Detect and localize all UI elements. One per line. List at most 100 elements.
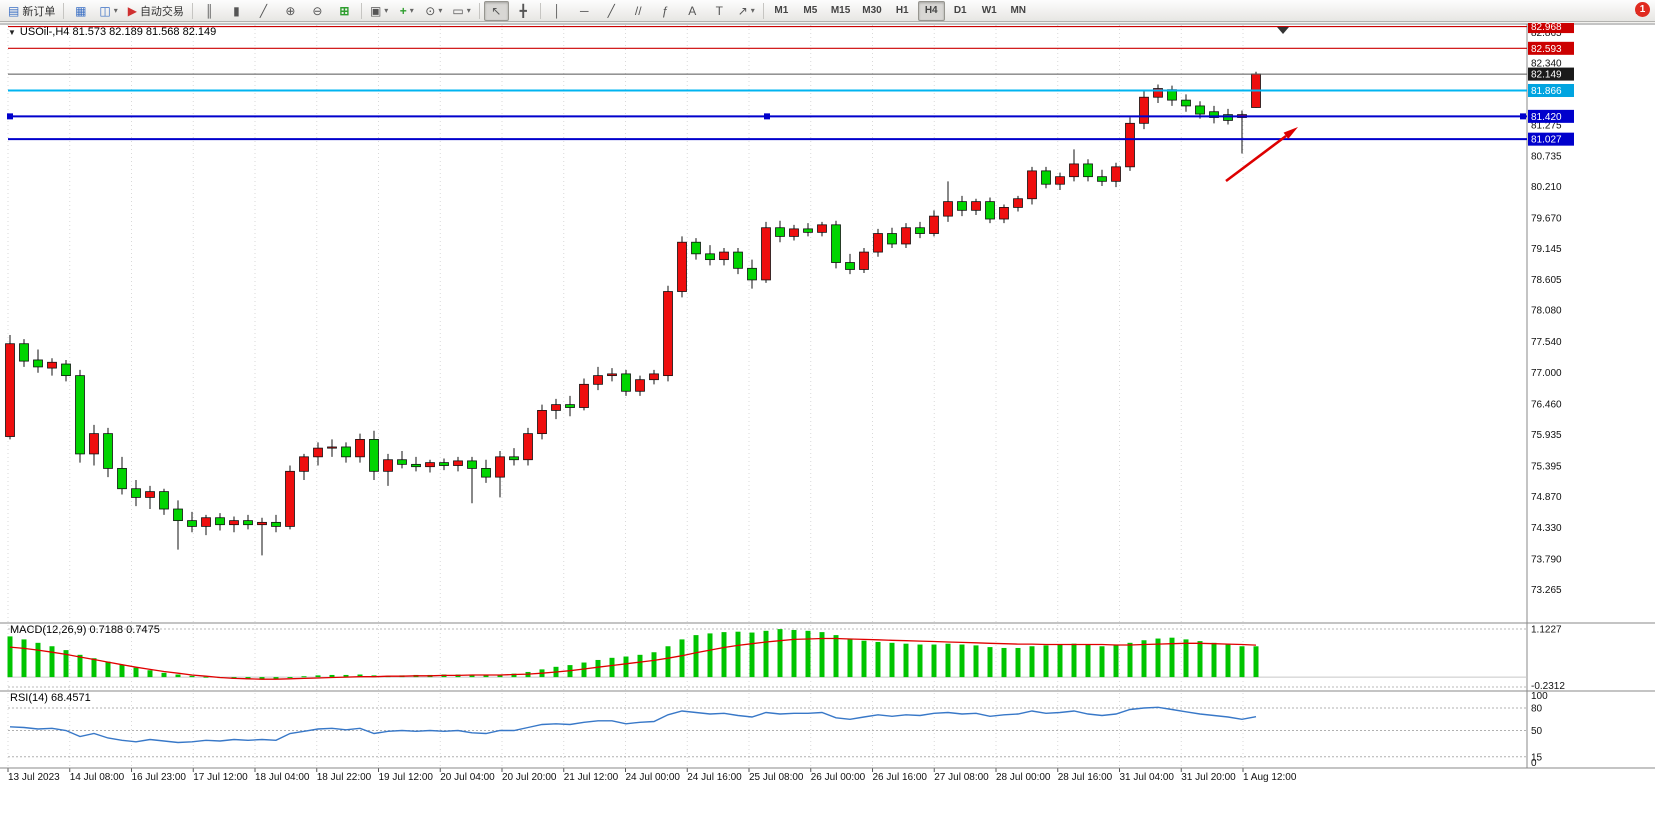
snapshot-button[interactable]: ▭ ▾ bbox=[448, 1, 474, 21]
svg-text:16 Jul 23:00: 16 Jul 23:00 bbox=[132, 772, 187, 783]
tile-windows-button[interactable]: ⊞ bbox=[332, 1, 357, 21]
svg-text:74.870: 74.870 bbox=[1531, 492, 1562, 503]
svg-text:77.540: 77.540 bbox=[1531, 337, 1562, 348]
horizontal-line-tool-button[interactable]: ─ bbox=[572, 1, 597, 21]
indicators-icon: + bbox=[399, 3, 407, 18]
timeframe-w1[interactable]: W1 bbox=[981, 5, 997, 16]
svg-text:18 Jul 04:00: 18 Jul 04:00 bbox=[255, 772, 310, 783]
notification-badge[interactable]: 1 bbox=[1635, 2, 1650, 17]
cursor-tool-button[interactable]: ↖ bbox=[483, 0, 509, 21]
svg-text:-0.2312: -0.2312 bbox=[1531, 681, 1565, 692]
arrows-tool-button[interactable]: ↗ ▾ bbox=[734, 1, 759, 21]
horizontal-line-icon: ─ bbox=[579, 3, 589, 18]
svg-text:76.460: 76.460 bbox=[1531, 400, 1562, 411]
period-button[interactable]: ⊙ ▾ bbox=[421, 1, 446, 21]
zoom-out-button[interactable]: ⊖ bbox=[305, 1, 330, 21]
new-order-button[interactable]: ▤ 新订单 bbox=[4, 1, 59, 21]
toolbar-separator bbox=[360, 2, 362, 19]
autotrading-icon: ▶ bbox=[127, 3, 137, 18]
toolbar-separator bbox=[762, 2, 764, 19]
timeframe-m30[interactable]: M30 bbox=[862, 5, 882, 16]
toolbar-separator bbox=[478, 2, 480, 19]
new-order-label: 新订单 bbox=[22, 5, 56, 18]
zoom-in-button[interactable]: ⊕ bbox=[278, 1, 303, 21]
svg-text:13 Jul 2023: 13 Jul 2023 bbox=[8, 772, 60, 783]
chart-window[interactable]: 13 Jul 2023 14 Jul 08:00 16 Jul 23:00 17 Ju… bbox=[0, 23, 1655, 831]
text-icon: A bbox=[688, 3, 697, 18]
svg-text:25 Jul 08:00: 25 Jul 08:00 bbox=[749, 772, 804, 783]
text-tool-button[interactable]: A bbox=[680, 1, 705, 21]
svg-text:79.145: 79.145 bbox=[1531, 244, 1562, 255]
line-chart-icon: ╱ bbox=[259, 3, 268, 18]
svg-text:75.395: 75.395 bbox=[1531, 461, 1562, 472]
svg-text:31 Jul 04:00: 31 Jul 04:00 bbox=[1120, 772, 1175, 783]
fibonacci-icon: ƒ bbox=[661, 3, 669, 18]
channel-icon: // bbox=[634, 3, 642, 18]
trendline-tool-button[interactable]: ╱ bbox=[599, 1, 624, 21]
channel-tool-button[interactable]: // bbox=[626, 1, 651, 21]
svg-text:73.790: 73.790 bbox=[1531, 554, 1562, 565]
svg-text:20 Jul 20:00: 20 Jul 20:00 bbox=[502, 772, 557, 783]
indicators-button[interactable]: + ▾ bbox=[394, 1, 419, 21]
snapshot-dropdown-icon: ▾ bbox=[466, 6, 471, 15]
toolbar-separator bbox=[191, 2, 193, 19]
svg-text:26 Jul 16:00: 26 Jul 16:00 bbox=[873, 772, 928, 783]
crosshair-tool-button[interactable]: ╋ bbox=[511, 1, 536, 21]
profiles-icon: ◫ bbox=[99, 3, 111, 18]
svg-text:73.265: 73.265 bbox=[1531, 585, 1562, 596]
svg-text:28 Jul 16:00: 28 Jul 16:00 bbox=[1058, 772, 1113, 783]
new-order-icon: ▤ bbox=[8, 3, 20, 18]
cascade-dropdown-icon: ▾ bbox=[384, 6, 389, 15]
svg-text:81.275: 81.275 bbox=[1531, 120, 1562, 131]
timeframe-mn[interactable]: MN bbox=[1010, 5, 1026, 16]
svg-text:82.340: 82.340 bbox=[1531, 59, 1562, 70]
cascade-windows-button[interactable]: ▣ ▾ bbox=[366, 1, 392, 21]
svg-text:80.735: 80.735 bbox=[1531, 152, 1562, 163]
svg-text:75.935: 75.935 bbox=[1531, 430, 1562, 441]
autotrading-label: 自动交易 bbox=[139, 5, 184, 18]
toolbar-separator bbox=[63, 2, 65, 19]
period-dropdown-icon: ▾ bbox=[438, 6, 443, 15]
text-label-tool-button[interactable]: T bbox=[707, 1, 732, 21]
price-chart-canvas[interactable]: 13 Jul 2023 14 Jul 08:00 16 Jul 23:00 17 Ju… bbox=[0, 23, 1655, 813]
svg-text:50: 50 bbox=[1531, 726, 1543, 737]
svg-text:24 Jul 16:00: 24 Jul 16:00 bbox=[687, 772, 742, 783]
market-watch-button[interactable]: ▦ bbox=[68, 1, 93, 21]
svg-text:78.605: 78.605 bbox=[1531, 275, 1562, 286]
svg-text:100: 100 bbox=[1531, 691, 1548, 702]
svg-text:81.420: 81.420 bbox=[1531, 112, 1562, 123]
svg-text:82.865: 82.865 bbox=[1531, 28, 1562, 39]
vertical-line-tool-button[interactable]: │ bbox=[545, 1, 570, 21]
line-chart-button[interactable]: ╱ bbox=[251, 1, 276, 21]
rsi-label: RSI(14) 68.4571 bbox=[10, 692, 91, 704]
timeframe-m15[interactable]: M15 bbox=[830, 5, 851, 16]
candlestick-chart-button[interactable]: ▮ bbox=[224, 1, 249, 21]
svg-text:80.210: 80.210 bbox=[1531, 182, 1562, 193]
snapshot-icon: ▭ bbox=[452, 3, 464, 18]
profiles-button[interactable]: ◫ ▾ bbox=[95, 1, 121, 21]
trendline-icon: ╱ bbox=[607, 3, 615, 18]
timeframe-h1[interactable]: H1 bbox=[895, 5, 909, 16]
svg-text:1.1227: 1.1227 bbox=[1531, 625, 1562, 636]
crosshair-icon: ╋ bbox=[519, 3, 527, 18]
svg-text:82.968: 82.968 bbox=[1531, 23, 1562, 33]
timeframe-m5[interactable]: M5 bbox=[803, 5, 818, 16]
svg-text:24 Jul 00:00: 24 Jul 00:00 bbox=[626, 772, 681, 783]
candlestick-icon: ▮ bbox=[233, 3, 240, 18]
symbol-dropdown-icon[interactable]: ▼ bbox=[8, 27, 16, 37]
profiles-dropdown-icon: ▾ bbox=[113, 6, 118, 15]
autotrading-button[interactable]: ▶ 自动交易 bbox=[124, 1, 188, 21]
svg-text:14 Jul 08:00: 14 Jul 08:00 bbox=[70, 772, 125, 783]
svg-text:77.000: 77.000 bbox=[1531, 368, 1562, 379]
timeframe-d1[interactable]: D1 bbox=[953, 5, 967, 16]
vertical-line-icon: │ bbox=[553, 3, 561, 18]
svg-text:17 Jul 12:00: 17 Jul 12:00 bbox=[193, 772, 248, 783]
bar-chart-button[interactable]: ║ bbox=[197, 1, 222, 21]
fibonacci-tool-button[interactable]: ƒ bbox=[653, 1, 678, 21]
timeframe-m1[interactable]: M1 bbox=[774, 5, 789, 16]
market-watch-icon: ▦ bbox=[75, 3, 87, 18]
svg-text:28 Jul 00:00: 28 Jul 00:00 bbox=[996, 772, 1051, 783]
timeframe-h4[interactable]: H4 bbox=[917, 0, 945, 21]
chart-title: USOil-,H4 81.573 82.189 81.568 82.149 bbox=[19, 26, 217, 38]
svg-text:21 Jul 12:00: 21 Jul 12:00 bbox=[564, 772, 619, 783]
